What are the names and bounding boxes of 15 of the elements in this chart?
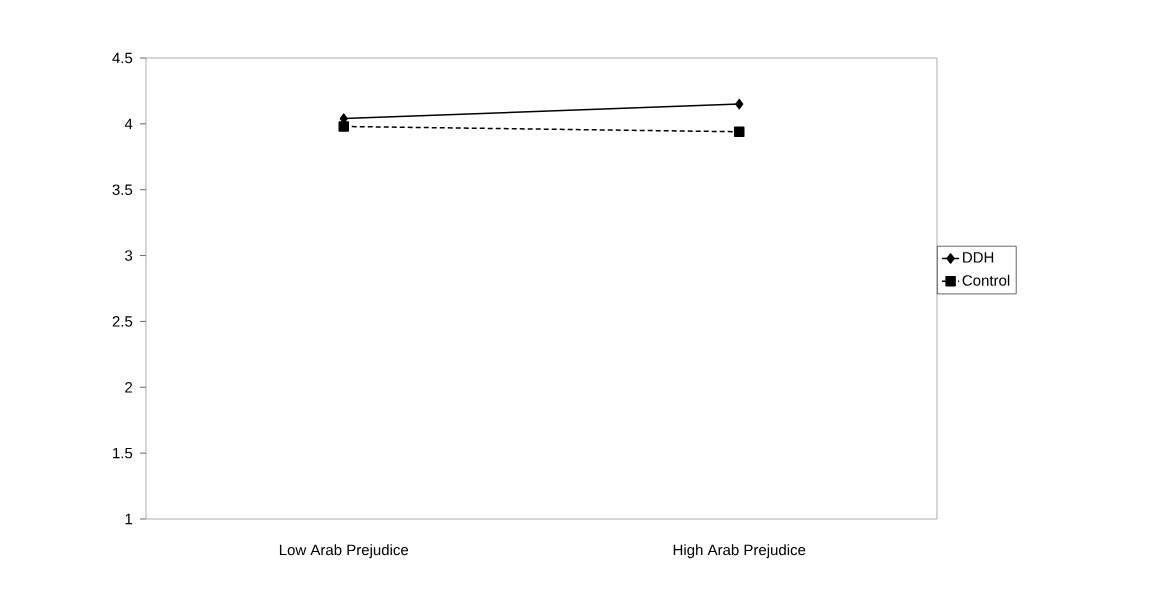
y-tick-label: 2: [125, 382, 133, 393]
legend-label: Control: [962, 274, 1010, 286]
y-tick-label: 2.5: [112, 316, 133, 327]
point: [338, 121, 350, 132]
y-tick-label: 3.5: [112, 184, 133, 196]
legend-label: DDH: [963, 252, 994, 263]
point: [735, 98, 744, 110]
y-tick-label: 4.5: [112, 52, 133, 64]
x-tick-label: Low Arab Prejudice: [279, 544, 409, 559]
y-tick-label: 3: [125, 250, 133, 261]
point: [734, 126, 745, 137]
y-tick-label: 1.5: [113, 447, 133, 459]
y-tick-label: 1: [125, 513, 133, 525]
y-tick-label: 4: [124, 118, 133, 130]
x-tick-label: High Arab Prejudice: [673, 544, 806, 559]
